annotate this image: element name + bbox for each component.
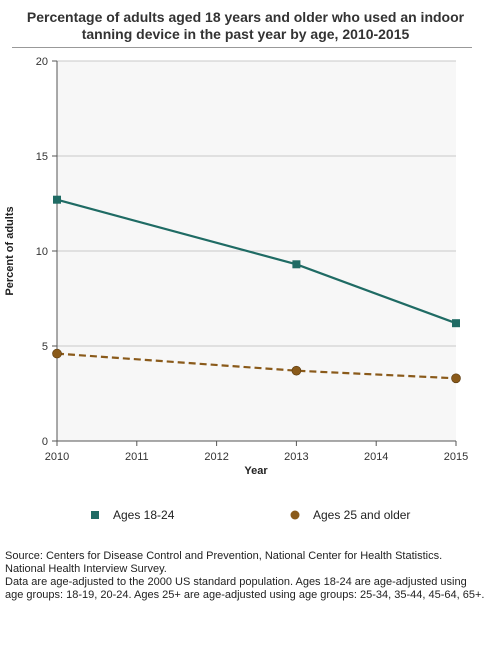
data-point[interactable] — [452, 319, 460, 328]
source-line-1: Source: Centers for Disease Control and … — [5, 550, 443, 575]
source-line-2: Data are age-adjusted to the 2000 US sta… — [5, 576, 485, 601]
y-axis-title: Percent of adults — [4, 206, 16, 295]
x-tick-labels: 2010 2011 2012 2013 2014 2015 — [45, 451, 468, 463]
series-group — [52, 195, 461, 384]
data-point[interactable] — [53, 195, 61, 204]
legend-label: Ages 25 and older — [313, 508, 411, 522]
series-1 — [53, 195, 460, 328]
x-tick-label: 2011 — [125, 451, 149, 463]
y-tick-label: 5 — [42, 341, 48, 353]
series-2 — [52, 348, 461, 384]
axes — [52, 60, 457, 446]
y-tick-label: 0 — [42, 436, 48, 448]
source-note: Source: Centers for Disease Control and … — [5, 550, 485, 602]
y-tick-labels: 0 5 10 15 20 — [36, 56, 48, 448]
y-tick-label: 20 — [36, 56, 48, 68]
chart-title: Percentage of adults aged 18 years and o… — [26, 9, 465, 42]
data-point[interactable] — [292, 260, 301, 269]
x-tick-label: 2010 — [45, 451, 69, 463]
x-tick-label: 2013 — [284, 451, 308, 463]
y-tick-label: 15 — [36, 151, 48, 163]
data-point[interactable] — [52, 348, 62, 359]
legend-item-ages-25-older[interactable]: Ages 25 and older — [290, 508, 410, 522]
data-point[interactable] — [291, 365, 302, 376]
x-tick-label: 2014 — [364, 451, 388, 463]
title-divider — [12, 47, 472, 48]
series-line — [56, 352, 457, 380]
y-tick-label: 10 — [36, 246, 48, 258]
gridlines — [57, 60, 456, 347]
circle-marker-icon — [290, 509, 308, 521]
x-axis-title: Year — [244, 465, 268, 477]
legend-item-ages-18-24[interactable]: Ages 18-24 — [90, 508, 174, 522]
legend-label: Ages 18-24 — [113, 508, 175, 522]
square-marker-icon — [90, 509, 108, 521]
data-point[interactable] — [451, 373, 461, 384]
legend: Ages 18-24 Ages 25 and older — [0, 508, 491, 524]
x-tick-label: 2012 — [204, 451, 228, 463]
x-tick-label: 2015 — [444, 451, 468, 463]
line-chart: 0 5 10 15 20 2010 2011 2012 2013 2014 2015 Year P… — [4, 56, 468, 477]
